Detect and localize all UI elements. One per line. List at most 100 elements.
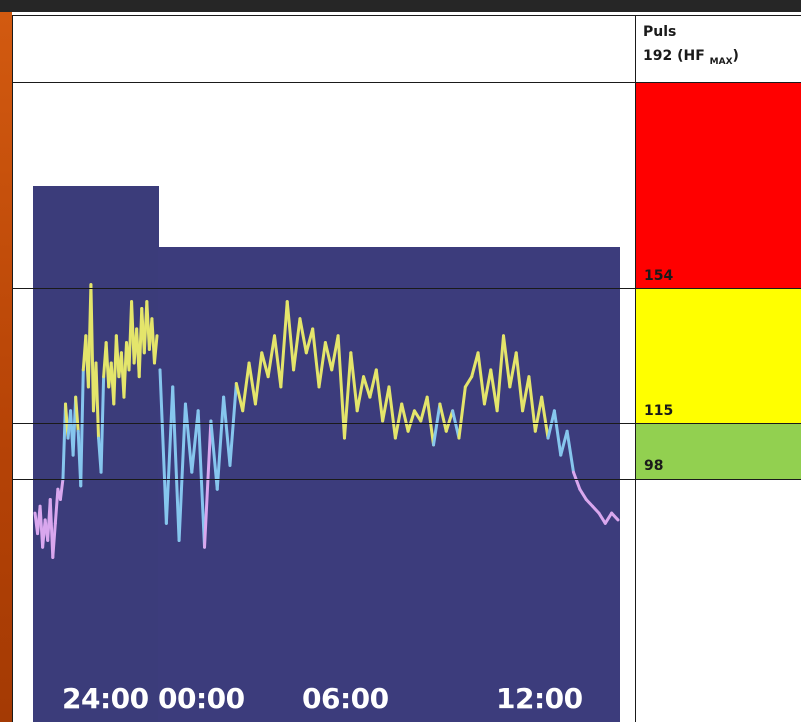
trace-segment: [521, 375, 531, 413]
trace-segment: [152, 334, 159, 365]
x-tick-1: 00:00: [158, 682, 245, 715]
trace-segment: [215, 395, 226, 491]
table-line-top: [12, 15, 801, 16]
trace-segment: [94, 361, 101, 440]
trace-segment: [470, 351, 480, 379]
table-border-middle: [635, 16, 636, 722]
trace-segment: [457, 385, 467, 440]
trace-segment: [527, 375, 537, 433]
trace-segment: [393, 402, 404, 440]
zone-green-threshold: 98: [644, 458, 664, 474]
trace-segment: [419, 395, 429, 423]
header-max-value: 192: [643, 48, 673, 64]
table-border-left: [12, 16, 13, 722]
zone-yellow-threshold: 115: [644, 403, 674, 419]
heart-rate-photo-1: [33, 186, 159, 722]
trace-segment: [502, 334, 512, 389]
zone-yellow: 115: [636, 289, 801, 423]
trace-segment: [444, 409, 455, 433]
table-line-154: [12, 288, 801, 289]
trace-segment: [546, 409, 556, 440]
trace-segment: [451, 409, 461, 440]
trace-segment: [247, 361, 257, 406]
trace-segment: [368, 368, 378, 399]
trace-segment: [400, 402, 410, 433]
trace-segment: [311, 327, 321, 389]
trace-segment: [489, 368, 499, 413]
trace-segment: [266, 334, 276, 379]
trace-segment: [222, 395, 232, 467]
window-top-bar: [0, 0, 801, 12]
trace-segment: [342, 351, 353, 440]
trace-segment: [559, 429, 569, 457]
trace-segment: [241, 361, 251, 413]
trace-segment: [292, 317, 302, 372]
trace-segment: [74, 395, 80, 433]
trace-segment: [164, 385, 175, 525]
trace-segment: [533, 395, 544, 433]
trace-segment: [158, 368, 168, 525]
trace-segment: [571, 470, 582, 491]
trace-segment: [177, 402, 187, 542]
trace-segment: [260, 351, 270, 379]
trace-segment: [89, 283, 95, 413]
trace-segment: [79, 368, 85, 488]
trace-segment: [565, 429, 575, 474]
trace-segment: [482, 368, 493, 406]
slide-side-strip: [0, 12, 12, 722]
trace-segment: [508, 351, 518, 389]
trace-segment: [183, 402, 194, 474]
trace-segment: [591, 504, 601, 515]
trace-segment: [387, 385, 397, 440]
trace-segment: [463, 375, 474, 389]
trace-segment: [51, 521, 57, 559]
trace-segment: [273, 334, 283, 389]
trace-segment: [514, 351, 525, 413]
trace-segment: [53, 487, 60, 525]
trace-segment: [603, 511, 614, 525]
trace-segment: [552, 409, 563, 457]
trace-segment: [381, 385, 391, 423]
trace-segment: [190, 409, 200, 474]
trace-segment: [203, 419, 213, 549]
trace-segment: [355, 375, 366, 413]
trace-segment: [253, 351, 264, 406]
trace-segment: [234, 382, 245, 413]
trace-segment: [362, 375, 372, 399]
trace-segment: [285, 300, 296, 372]
zone-red-threshold: 154: [644, 268, 674, 284]
trace-segment: [425, 395, 436, 447]
x-tick-2: 06:00: [302, 682, 389, 715]
trace-segment: [597, 511, 607, 525]
header-max-label: HF: [683, 48, 705, 64]
table-line-115: [12, 423, 801, 424]
trace-segment: [432, 402, 442, 447]
trace-segment: [317, 341, 327, 389]
x-tick-3: 12:00: [496, 682, 583, 715]
x-tick-0: 24:00: [62, 682, 149, 715]
header-max: 192 (HF MAX): [643, 48, 739, 67]
trace-segment: [610, 511, 620, 522]
trace-segment: [584, 497, 595, 508]
trace-segment: [349, 351, 359, 413]
trace-series-second-photo: [158, 300, 620, 549]
zone-red: 154: [636, 83, 801, 288]
heart-rate-photo-2: [158, 247, 620, 722]
trace-segment: [171, 385, 181, 542]
trace-segment: [228, 382, 238, 467]
trace-segment: [279, 300, 289, 389]
trace-segment: [58, 477, 65, 501]
trace-segment: [540, 395, 550, 440]
trace-segment: [438, 402, 448, 433]
zone-green: 98: [636, 424, 801, 479]
trace-segment: [323, 341, 334, 372]
trace-segment: [495, 334, 505, 413]
trace-segment: [406, 409, 416, 433]
trace-segment: [578, 487, 588, 501]
trace-segment: [99, 375, 106, 474]
trace-segment: [209, 419, 219, 491]
trace-series-first-photo: [33, 283, 159, 559]
trace-segment: [298, 317, 308, 355]
trace-segment: [374, 368, 385, 423]
